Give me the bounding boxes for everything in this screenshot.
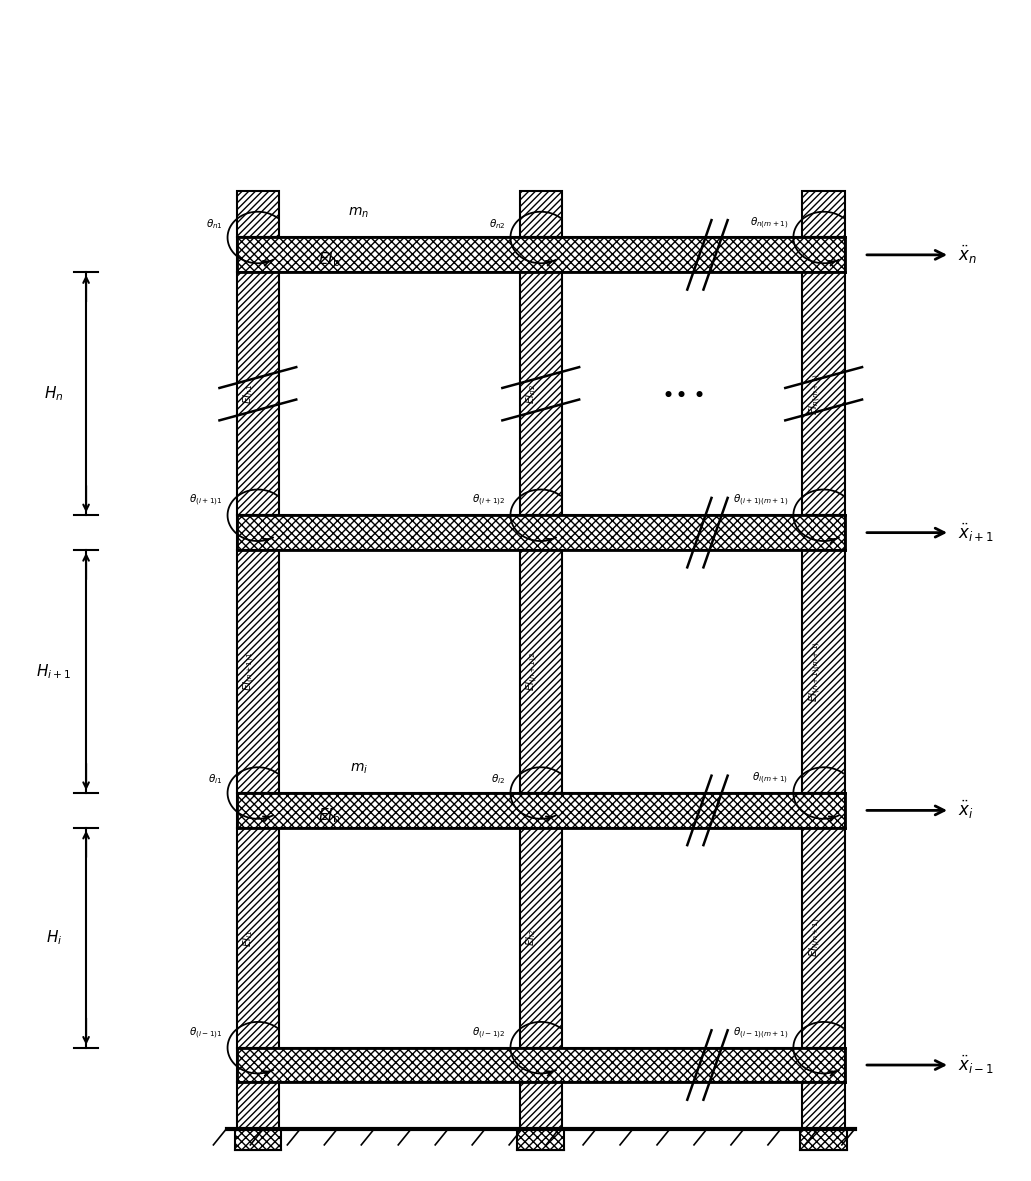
Bar: [237, 272, 279, 515]
Bar: [518, 1129, 564, 1149]
Text: $\theta_{i(m+1)}$: $\theta_{i(m+1)}$: [753, 771, 789, 787]
Bar: [802, 1082, 844, 1129]
Bar: [802, 1082, 844, 1129]
Bar: [520, 828, 562, 1048]
Bar: [237, 237, 844, 272]
Text: $m_i$: $m_i$: [350, 762, 368, 776]
Bar: [802, 828, 844, 1048]
Text: $\theta_{(i-1)1}$: $\theta_{(i-1)1}$: [189, 1025, 223, 1040]
Bar: [237, 550, 279, 794]
Text: $\theta_{(i+1)(m+1)}$: $\theta_{(i+1)(m+1)}$: [733, 492, 789, 508]
Text: $EI_{i2}$: $EI_{i2}$: [525, 929, 538, 946]
Text: $\bullet\!\bullet\!\bullet$: $\bullet\!\bullet\!\bullet$: [661, 384, 704, 404]
Bar: [237, 1048, 844, 1082]
Text: $EI_\mathrm{b}$: $EI_\mathrm{b}$: [319, 250, 341, 269]
Text: $EI_{n(m+1)}$: $EI_{n(m+1)}$: [807, 373, 823, 415]
Bar: [234, 1129, 281, 1149]
Text: $\theta_{n2}$: $\theta_{n2}$: [489, 217, 505, 230]
Bar: [237, 237, 844, 272]
Text: $EI_{n1}$: $EI_{n1}$: [241, 384, 256, 404]
Text: $\theta_{(i-1)(m+1)}$: $\theta_{(i-1)(m+1)}$: [733, 1025, 789, 1040]
Bar: [802, 191, 844, 237]
Text: $\theta_{n1}$: $\theta_{n1}$: [205, 217, 223, 230]
Bar: [800, 1129, 847, 1149]
Bar: [800, 1129, 847, 1149]
Bar: [237, 272, 279, 515]
Bar: [237, 794, 844, 828]
Bar: [237, 191, 279, 237]
Text: $\theta_{i2}$: $\theta_{i2}$: [491, 772, 505, 787]
Bar: [802, 828, 844, 1048]
Text: $\theta_{(i-1)2}$: $\theta_{(i-1)2}$: [472, 1025, 505, 1040]
Bar: [520, 272, 562, 515]
Bar: [237, 191, 279, 237]
Text: $EI_{(n+1)1}$: $EI_{(n+1)1}$: [241, 652, 257, 691]
Bar: [518, 1129, 564, 1149]
Bar: [237, 1048, 844, 1082]
Bar: [802, 272, 844, 515]
Text: $\ddot{x}_n$: $\ddot{x}_n$: [958, 243, 977, 266]
Bar: [237, 1082, 279, 1129]
Text: $H_i$: $H_i$: [45, 928, 62, 947]
Text: $H_{i+1}$: $H_{i+1}$: [36, 663, 71, 681]
Bar: [802, 550, 844, 794]
Bar: [237, 550, 279, 794]
Text: $EI_\mathrm{b}$: $EI_\mathrm{b}$: [319, 807, 341, 826]
Bar: [520, 191, 562, 237]
Text: $EI_{(n+1)2}$: $EI_{(n+1)2}$: [525, 652, 540, 691]
Text: $EI_{n2}$: $EI_{n2}$: [525, 384, 538, 404]
Text: $\ddot{x}_i$: $\ddot{x}_i$: [958, 800, 973, 822]
Bar: [802, 191, 844, 237]
Text: $\theta_{n(m+1)}$: $\theta_{n(m+1)}$: [750, 215, 789, 230]
Bar: [237, 794, 844, 828]
Text: $m_n$: $m_n$: [348, 205, 369, 221]
Text: $EI_{i(m+1)}$: $EI_{i(m+1)}$: [807, 918, 823, 958]
Text: $\theta_{(i+1)2}$: $\theta_{(i+1)2}$: [472, 492, 505, 508]
Bar: [237, 515, 844, 550]
Bar: [802, 550, 844, 794]
Bar: [237, 515, 844, 550]
Text: $\ddot{x}_{i+1}$: $\ddot{x}_{i+1}$: [958, 522, 994, 543]
Bar: [802, 272, 844, 515]
Text: $H_n$: $H_n$: [44, 384, 64, 403]
Bar: [520, 550, 562, 794]
Bar: [520, 828, 562, 1048]
Text: $EI_{i1}$: $EI_{i1}$: [241, 929, 256, 946]
Bar: [237, 828, 279, 1048]
Text: $\theta_{(i+1)1}$: $\theta_{(i+1)1}$: [189, 492, 223, 508]
Bar: [520, 272, 562, 515]
Bar: [520, 550, 562, 794]
Bar: [237, 828, 279, 1048]
Bar: [520, 1082, 562, 1129]
Bar: [520, 191, 562, 237]
Text: $\theta_{i1}$: $\theta_{i1}$: [208, 772, 223, 787]
Bar: [520, 1082, 562, 1129]
Bar: [234, 1129, 281, 1149]
Text: $\ddot{x}_{i-1}$: $\ddot{x}_{i-1}$: [958, 1053, 994, 1076]
Bar: [237, 1082, 279, 1129]
Text: $EI_{(n+1)(m+1)}$: $EI_{(n+1)(m+1)}$: [807, 641, 823, 702]
